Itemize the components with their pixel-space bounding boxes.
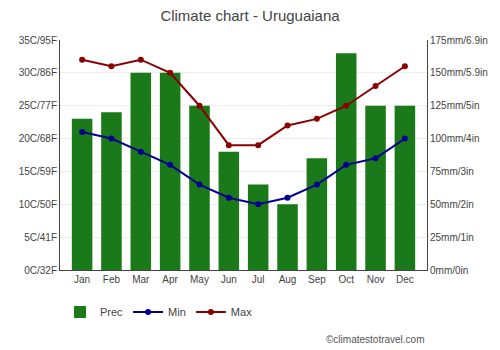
svg-text:Max: Max xyxy=(231,306,252,318)
svg-text:Oct: Oct xyxy=(338,274,354,285)
svg-text:50mm/2in: 50mm/2in xyxy=(430,199,474,210)
svg-text:Sep: Sep xyxy=(308,274,326,285)
svg-text:75mm/3in: 75mm/3in xyxy=(430,166,474,177)
svg-text:Jun: Jun xyxy=(221,274,237,285)
svg-text:Prec: Prec xyxy=(100,306,123,318)
svg-text:10C/50F: 10C/50F xyxy=(19,199,57,210)
svg-text:175mm/6.9in: 175mm/6.9in xyxy=(430,35,488,46)
svg-text:Apr: Apr xyxy=(162,274,178,285)
svg-text:150mm/5.9in: 150mm/5.9in xyxy=(430,67,488,78)
svg-text:35C/95F: 35C/95F xyxy=(19,35,57,46)
svg-text:30C/86F: 30C/86F xyxy=(19,67,57,78)
svg-text:Jul: Jul xyxy=(252,274,265,285)
svg-text:May: May xyxy=(190,274,209,285)
svg-text:15C/59F: 15C/59F xyxy=(19,166,57,177)
svg-text:100mm/4in: 100mm/4in xyxy=(430,133,479,144)
svg-text:Feb: Feb xyxy=(103,274,121,285)
svg-text:125mm/5in: 125mm/5in xyxy=(430,100,479,111)
svg-text:Climate chart - Uruguaiana: Climate chart - Uruguaiana xyxy=(160,7,340,24)
svg-text:Jan: Jan xyxy=(74,274,90,285)
svg-text:25mm/1in: 25mm/1in xyxy=(430,232,474,243)
svg-text:Min: Min xyxy=(168,306,186,318)
svg-text:25C/77F: 25C/77F xyxy=(19,100,57,111)
svg-text:20C/68F: 20C/68F xyxy=(19,133,57,144)
svg-text:Nov: Nov xyxy=(367,274,385,285)
svg-text:0C/32F: 0C/32F xyxy=(24,265,57,276)
svg-text:Dec: Dec xyxy=(396,274,414,285)
svg-text:©climatestotravel.com: ©climatestotravel.com xyxy=(326,334,425,345)
svg-text:5C/41F: 5C/41F xyxy=(24,232,57,243)
svg-text:Mar: Mar xyxy=(132,274,150,285)
svg-text:Aug: Aug xyxy=(279,274,297,285)
svg-text:0mm/0in: 0mm/0in xyxy=(430,265,468,276)
